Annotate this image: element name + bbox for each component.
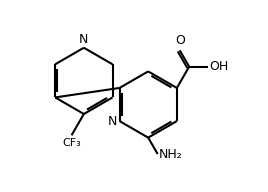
Text: N: N [108, 115, 118, 127]
Text: NH₂: NH₂ [159, 147, 182, 161]
Text: OH: OH [209, 60, 228, 73]
Text: N: N [79, 33, 88, 46]
Text: O: O [175, 34, 185, 47]
Text: CF₃: CF₃ [62, 138, 81, 148]
